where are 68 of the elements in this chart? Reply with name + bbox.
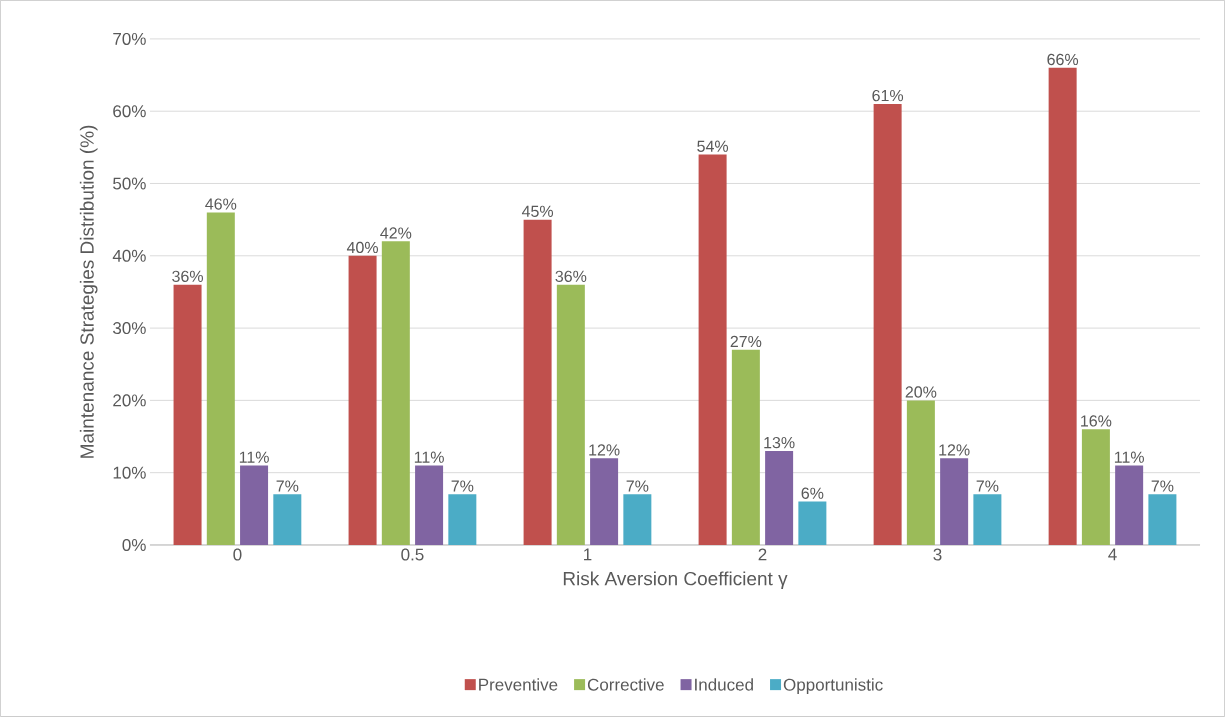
- bar: [973, 494, 1002, 546]
- bar: [906, 400, 935, 546]
- y-tick-label: 0%: [122, 539, 146, 552]
- data-label: 13%: [764, 437, 795, 449]
- bar: [448, 494, 477, 546]
- y-tick-label: 20%: [113, 394, 146, 407]
- legend-label: Induced: [695, 678, 753, 691]
- y-axis-title: Maintenance Strategies Distribution (%): [79, 125, 98, 458]
- y-tick-label: 30%: [113, 322, 146, 335]
- bar: [556, 284, 585, 546]
- data-label: 12%: [589, 444, 620, 456]
- data-label: 46%: [205, 198, 237, 210]
- legend-label: Corrective: [587, 678, 664, 691]
- data-label: 54%: [697, 140, 729, 152]
- data-label: 40%: [346, 241, 379, 254]
- data-label: 27%: [730, 335, 762, 348]
- bar: [381, 241, 410, 546]
- x-axis-title: Risk Aversion Coefficient γ: [563, 571, 788, 590]
- x-tick-label: 4: [1108, 548, 1117, 561]
- bar: [940, 458, 969, 546]
- bar: [206, 212, 235, 546]
- data-label: 11%: [414, 451, 444, 463]
- bar: [623, 494, 652, 546]
- y-tick-label: 60%: [113, 105, 146, 118]
- data-label: 7%: [276, 480, 299, 492]
- data-label: 7%: [451, 480, 474, 492]
- data-label: 36%: [555, 270, 587, 283]
- legend-label: Opportunistic: [783, 678, 883, 695]
- bar: [1115, 465, 1144, 546]
- x-tick-label: 2: [758, 548, 767, 561]
- data-label: 42%: [380, 227, 412, 239]
- data-label: 66%: [1047, 53, 1079, 66]
- bar: [698, 154, 727, 546]
- data-label: 12%: [939, 444, 970, 456]
- data-label: 36%: [172, 270, 203, 283]
- y-tick-label: 40%: [112, 249, 146, 262]
- bar: [273, 494, 302, 546]
- data-label: 7%: [976, 480, 999, 492]
- data-label: 11%: [239, 451, 269, 463]
- bar: [523, 219, 552, 546]
- data-label: 45%: [521, 205, 554, 217]
- legend-label: Preventive: [479, 678, 558, 691]
- x-tick-label: 3: [933, 548, 942, 561]
- y-tick-label: 70%: [113, 32, 146, 45]
- x-tick-label: 1: [584, 548, 592, 561]
- data-label: 6%: [801, 487, 824, 499]
- bar: [731, 349, 760, 546]
- bar: [415, 465, 444, 546]
- bar: [348, 255, 377, 546]
- data-label: 20%: [905, 386, 937, 398]
- bar: [765, 451, 794, 546]
- bar: [1081, 429, 1110, 546]
- bar: [590, 458, 619, 546]
- data-label: 61%: [872, 89, 904, 102]
- x-tick-label: 0: [233, 548, 242, 561]
- data-label: 7%: [626, 480, 649, 492]
- data-label: 11%: [1114, 451, 1144, 463]
- y-tick-label: 50%: [113, 177, 146, 190]
- bar: [240, 465, 269, 546]
- data-label: 7%: [1151, 480, 1174, 492]
- x-tick-label: 0.5: [401, 548, 424, 561]
- bar: [1148, 494, 1177, 546]
- data-label: 16%: [1081, 415, 1112, 427]
- bar: [173, 284, 202, 546]
- bar: [873, 104, 902, 546]
- y-tick-label: 10%: [113, 466, 146, 479]
- bar: [798, 501, 827, 546]
- bar: [1048, 67, 1077, 546]
